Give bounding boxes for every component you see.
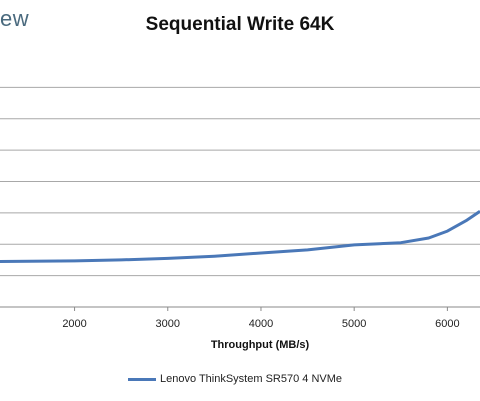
x-tick-label: 3000 bbox=[156, 318, 180, 330]
legend-swatch bbox=[128, 377, 156, 381]
x-tick-label: 4000 bbox=[249, 318, 273, 330]
legend-label: Lenovo ThinkSystem SR570 4 NVMe bbox=[160, 373, 342, 385]
x-tick-labels: 2000 3000 4000 5000 6000 bbox=[62, 307, 460, 330]
series-line-0 bbox=[0, 210, 480, 263]
logo-fragment: ew bbox=[0, 6, 30, 31]
grid-lines bbox=[0, 86, 480, 277]
x-axis-label: Throughput (MB/s) bbox=[211, 339, 310, 351]
x-tick-label: 2000 bbox=[62, 318, 86, 330]
x-tick-label: 5000 bbox=[342, 318, 366, 330]
chart-title: Sequential Write 64K bbox=[145, 14, 335, 35]
x-tick-label: 6000 bbox=[435, 318, 459, 330]
legend: Lenovo ThinkSystem SR570 4 NVMe bbox=[128, 373, 342, 385]
series-lines bbox=[0, 210, 480, 263]
